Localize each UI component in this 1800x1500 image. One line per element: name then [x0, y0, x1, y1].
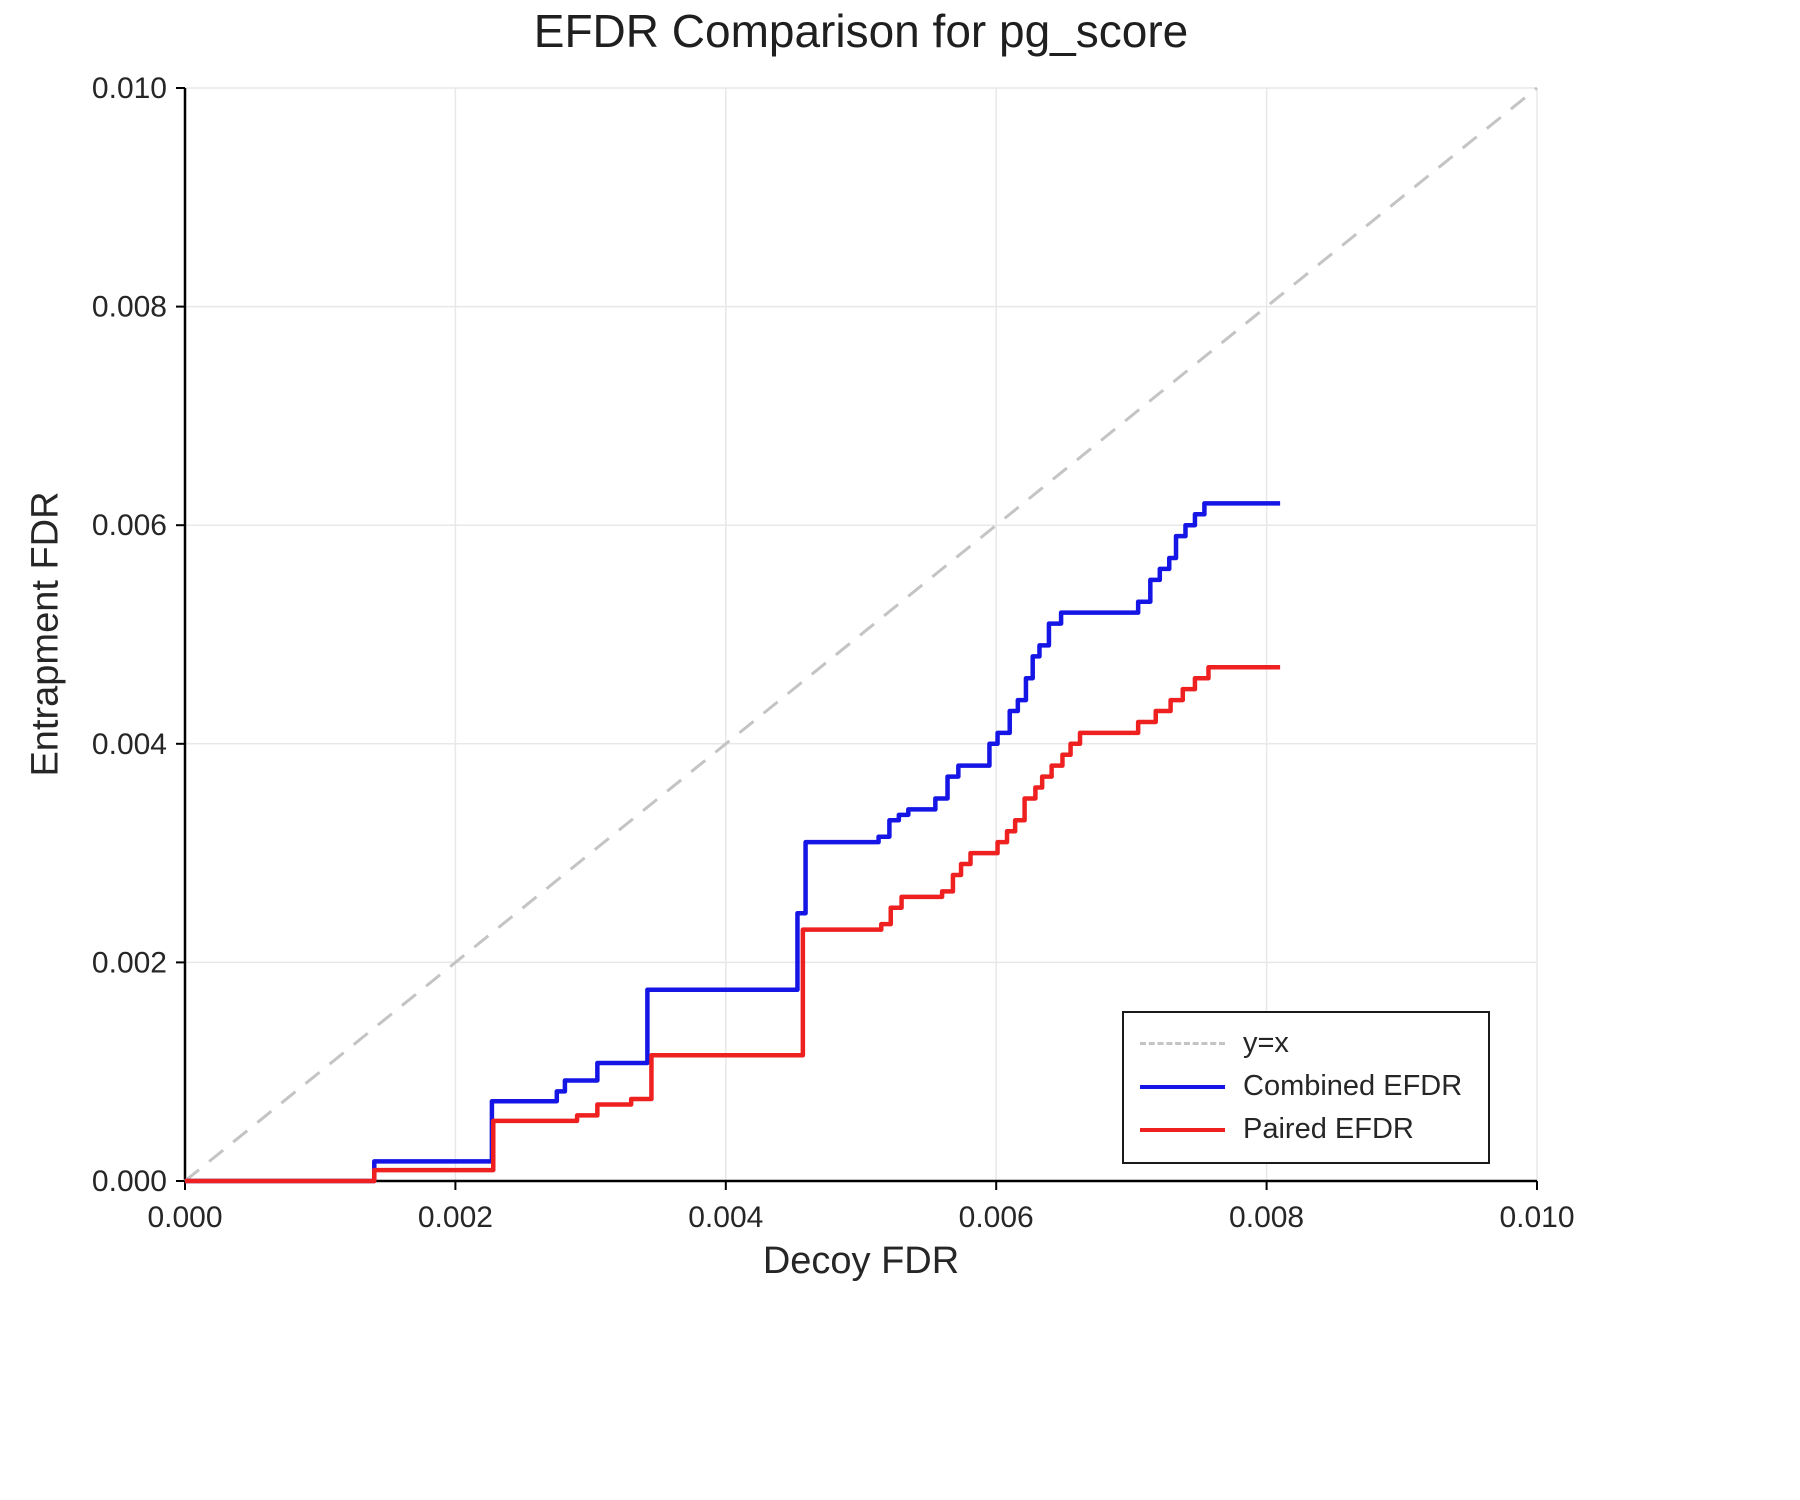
y-x-line: [184, 86, 1538, 1183]
y-tick-label: 0.002: [92, 946, 167, 979]
paired-efdr-line-sample-icon: [1140, 1127, 1225, 1132]
legend-label-combined-efdr: Combined EFDR: [1243, 1070, 1463, 1102]
chart-title: EFDR Comparison for pg_score: [533, 5, 1189, 57]
paired-efdr-line: [185, 665, 1281, 1184]
x-tick-label: 0.006: [959, 1201, 1034, 1234]
x-tick-label: 0.008: [1229, 1201, 1304, 1234]
legend-label-paired-efdr: Paired EFDR: [1243, 1113, 1414, 1145]
y-tick-label: 0.000: [92, 1165, 167, 1198]
x-tick-label: 0.010: [1499, 1201, 1574, 1234]
identity-line-sample-icon: [1140, 1042, 1225, 1045]
x-tick-label: 0.004: [688, 1201, 763, 1234]
y-tick-label: 0.006: [92, 509, 167, 542]
y-tick-label: 0.004: [92, 728, 167, 761]
y-tick-label: 0.010: [92, 72, 167, 105]
legend: y=x Combined EFDR Paired EFDR: [1122, 1011, 1490, 1164]
combined-efdr-line-sample-icon: [1140, 1084, 1225, 1089]
combined-efdr-line: [185, 501, 1281, 1184]
x-tick-label: 0.000: [147, 1201, 222, 1234]
legend-item-paired-efdr: Paired EFDR: [1124, 1109, 1488, 1150]
legend-label-identity: y=x: [1243, 1027, 1289, 1059]
y-tick-label: 0.008: [92, 291, 167, 324]
x-axis-label: Decoy FDR: [762, 1240, 960, 1282]
legend-item-combined-efdr: Combined EFDR: [1124, 1066, 1488, 1107]
legend-item-identity-line: y=x: [1124, 1023, 1488, 1064]
x-tick-label: 0.002: [418, 1201, 493, 1234]
